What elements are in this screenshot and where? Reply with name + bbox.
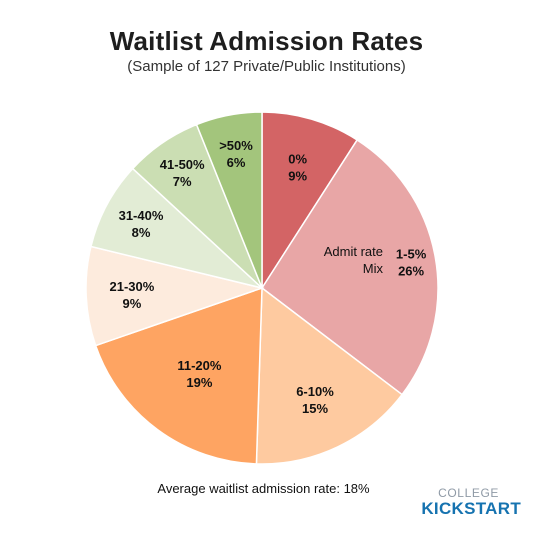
slice-value-label-8: 6% — [227, 155, 246, 170]
slice-value-label-7: 7% — [173, 174, 192, 189]
pie-slice-8 — [195, 111, 263, 289]
slice-value-label-6: 8% — [132, 225, 151, 240]
pie-slice-2 — [260, 138, 439, 396]
slice-value-label-1: 9% — [288, 168, 307, 183]
slice-category-label-6: 31-40% — [119, 208, 164, 223]
slice-category-label-8: >50% — [219, 138, 253, 153]
pie-slice-6 — [90, 167, 265, 290]
slice-value-label-5: 9% — [123, 296, 142, 311]
pie-slices — [85, 111, 439, 465]
slice-category-label-1: 0% — [288, 151, 307, 166]
slice-value-label-3: 15% — [302, 401, 328, 416]
slice-category-label-3: 6-10% — [296, 384, 334, 399]
slice-category-label-2: 1-5% — [396, 247, 427, 262]
college-kickstart-logo: COLLEGE KICKSTART — [401, 486, 521, 518]
slice-category-label-4: 11-20% — [177, 358, 222, 373]
slice-value-label-2: 26% — [398, 264, 424, 279]
legend-title-line-1: Admit rate — [324, 244, 383, 259]
chart-title: Waitlist Admission Rates — [109, 26, 424, 56]
pie-slice-4 — [94, 286, 263, 465]
slice-value-label-4: 19% — [186, 375, 212, 390]
logo-text-bottom: KICKSTART — [421, 499, 521, 518]
slice-category-label-5: 21-30% — [109, 279, 154, 294]
pie-slice-5 — [85, 245, 265, 347]
slice-category-label-7: 41-50% — [160, 157, 205, 172]
logo-text-top: COLLEGE — [438, 486, 499, 500]
pie-slice-3 — [255, 286, 404, 465]
average-rate-note: Average waitlist admission rate: 18% — [157, 481, 370, 496]
pie-slice-1 — [261, 111, 359, 291]
legend-title-line-2: Mix — [363, 261, 384, 276]
chart-subtitle: (Sample of 127 Private/Public Institutio… — [127, 58, 406, 75]
pie-labels: 0% 9% 1-5% 26% 6-10% 15% 11-20% 19% 21-30% 9% 31-4… — [109, 138, 426, 416]
